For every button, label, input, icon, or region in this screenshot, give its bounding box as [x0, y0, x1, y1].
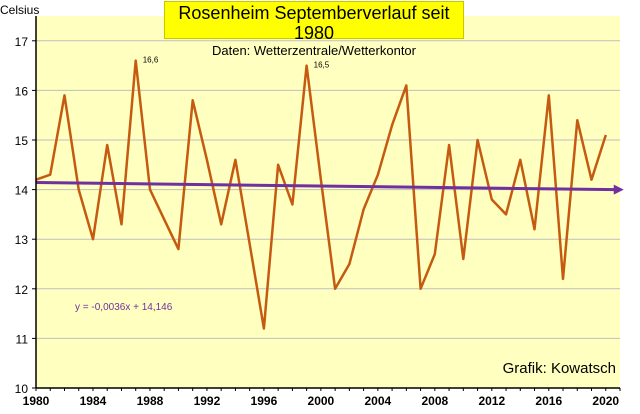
x-tick-label: 1980 [23, 394, 50, 408]
trendline-arrowhead [613, 184, 624, 195]
chart-subtitle: Daten: Wetterzentrale/Wetterkontor [211, 43, 416, 58]
x-tick-label: 2016 [535, 394, 562, 408]
y-tick-label: 14 [15, 184, 29, 198]
x-tick-label: 2000 [308, 394, 335, 408]
credit-label: Grafik: Kowatsch [502, 360, 616, 377]
y-tick-label: 11 [16, 332, 29, 346]
chart-title: Rosenheim Septemberverlauf seit 1980 [178, 3, 450, 43]
x-tick-label: 2008 [421, 394, 448, 408]
trendline-line [35, 181, 616, 192]
chart-title-box: Rosenheim Septemberverlauf seit 1980 Dat… [164, 1, 464, 58]
data-series [35, 59, 607, 330]
data-label: 16,6 [143, 56, 159, 65]
x-tick-label: 1984 [80, 394, 107, 408]
trendline [35, 181, 624, 195]
x-tick-label: 2020 [592, 394, 619, 408]
y-tick-label: 16 [15, 84, 29, 98]
x-tick-label: 2004 [365, 394, 392, 408]
data-label: 16,5 [314, 61, 330, 70]
y-axis-label: Celsius [0, 3, 40, 17]
x-tick-label: 2012 [478, 394, 505, 408]
y-tick-label: 17 [15, 35, 29, 49]
x-tick-label: 1988 [137, 394, 164, 408]
y-tick-label: 13 [15, 233, 29, 247]
y-tick-label: 12 [15, 283, 29, 297]
y-tick-label: 10 [15, 382, 29, 396]
x-tick-label: 1992 [194, 394, 221, 408]
x-axis-ticks: 1980 1984 1988 1992 1996 2000 2004 2008 2012 2016… [23, 388, 621, 408]
y-tick-label: 15 [15, 134, 29, 148]
temperature-line [35, 59, 607, 330]
trendline-equation: y = -0,0036x + 14,146 [75, 302, 173, 313]
y-axis-ticks: 10 11 12 13 14 15 16 17 [15, 35, 36, 396]
x-tick-label: 1996 [251, 394, 278, 408]
annotations: 16,6 16,5 [143, 56, 330, 70]
